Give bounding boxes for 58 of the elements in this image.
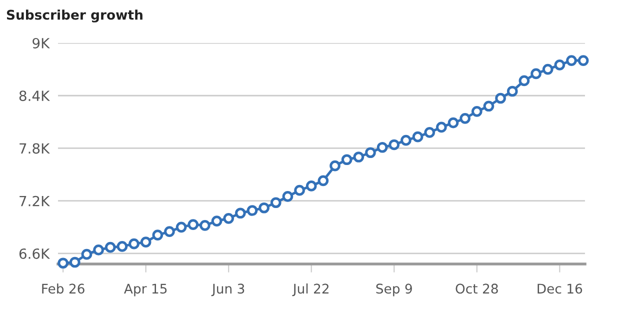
point bbox=[69, 256, 80, 268]
point bbox=[471, 106, 482, 117]
point bbox=[211, 216, 222, 226]
point bbox=[578, 55, 589, 66]
point bbox=[128, 238, 140, 250]
chart-title: Subscriber growth bbox=[6, 10, 142, 22]
point bbox=[341, 154, 352, 166]
y-tick-label: 8.4K bbox=[19, 90, 50, 102]
point bbox=[376, 142, 388, 153]
point bbox=[164, 226, 175, 237]
point bbox=[235, 208, 246, 219]
point bbox=[246, 205, 258, 216]
point bbox=[436, 122, 447, 133]
point bbox=[176, 222, 187, 233]
point bbox=[388, 139, 400, 150]
point bbox=[506, 86, 518, 97]
x-tick-label: Jun 3 bbox=[211, 284, 244, 296]
x-tick-label: Dec 16 bbox=[538, 284, 582, 294]
x-tick-label: Jul 22 bbox=[292, 283, 328, 296]
point bbox=[448, 117, 459, 128]
point bbox=[116, 241, 128, 252]
x-tick-label: Apr 15 bbox=[124, 284, 167, 296]
point bbox=[330, 160, 340, 172]
x-tick-label: Sep 9 bbox=[376, 284, 412, 296]
x-tick-label: Feb 26 bbox=[42, 283, 84, 294]
point bbox=[188, 219, 199, 230]
point bbox=[270, 197, 282, 208]
y-tick-label: 9K bbox=[32, 38, 50, 48]
point bbox=[412, 131, 424, 142]
point bbox=[542, 64, 554, 75]
point bbox=[318, 175, 329, 186]
point bbox=[81, 248, 92, 260]
point bbox=[104, 242, 116, 253]
y-tick-label: 7.8K bbox=[20, 143, 50, 154]
point bbox=[365, 147, 376, 158]
point bbox=[353, 152, 364, 162]
point bbox=[223, 212, 234, 224]
y-tick-label: 6.6K bbox=[19, 248, 50, 259]
point bbox=[258, 202, 270, 214]
y-tick-label: 7.2K bbox=[20, 196, 50, 206]
x-tick-label: Oct 28 bbox=[456, 284, 498, 294]
point bbox=[530, 68, 542, 80]
point bbox=[566, 55, 577, 66]
point bbox=[152, 230, 164, 240]
point bbox=[424, 127, 436, 138]
point bbox=[400, 134, 412, 146]
point bbox=[306, 180, 317, 192]
point bbox=[140, 236, 152, 248]
point bbox=[282, 191, 294, 202]
point bbox=[483, 100, 494, 112]
point bbox=[554, 60, 566, 70]
point bbox=[93, 244, 104, 256]
point bbox=[518, 75, 530, 86]
point bbox=[294, 184, 305, 196]
point bbox=[200, 220, 210, 231]
point bbox=[460, 113, 470, 124]
point bbox=[58, 258, 68, 269]
point bbox=[495, 92, 506, 104]
